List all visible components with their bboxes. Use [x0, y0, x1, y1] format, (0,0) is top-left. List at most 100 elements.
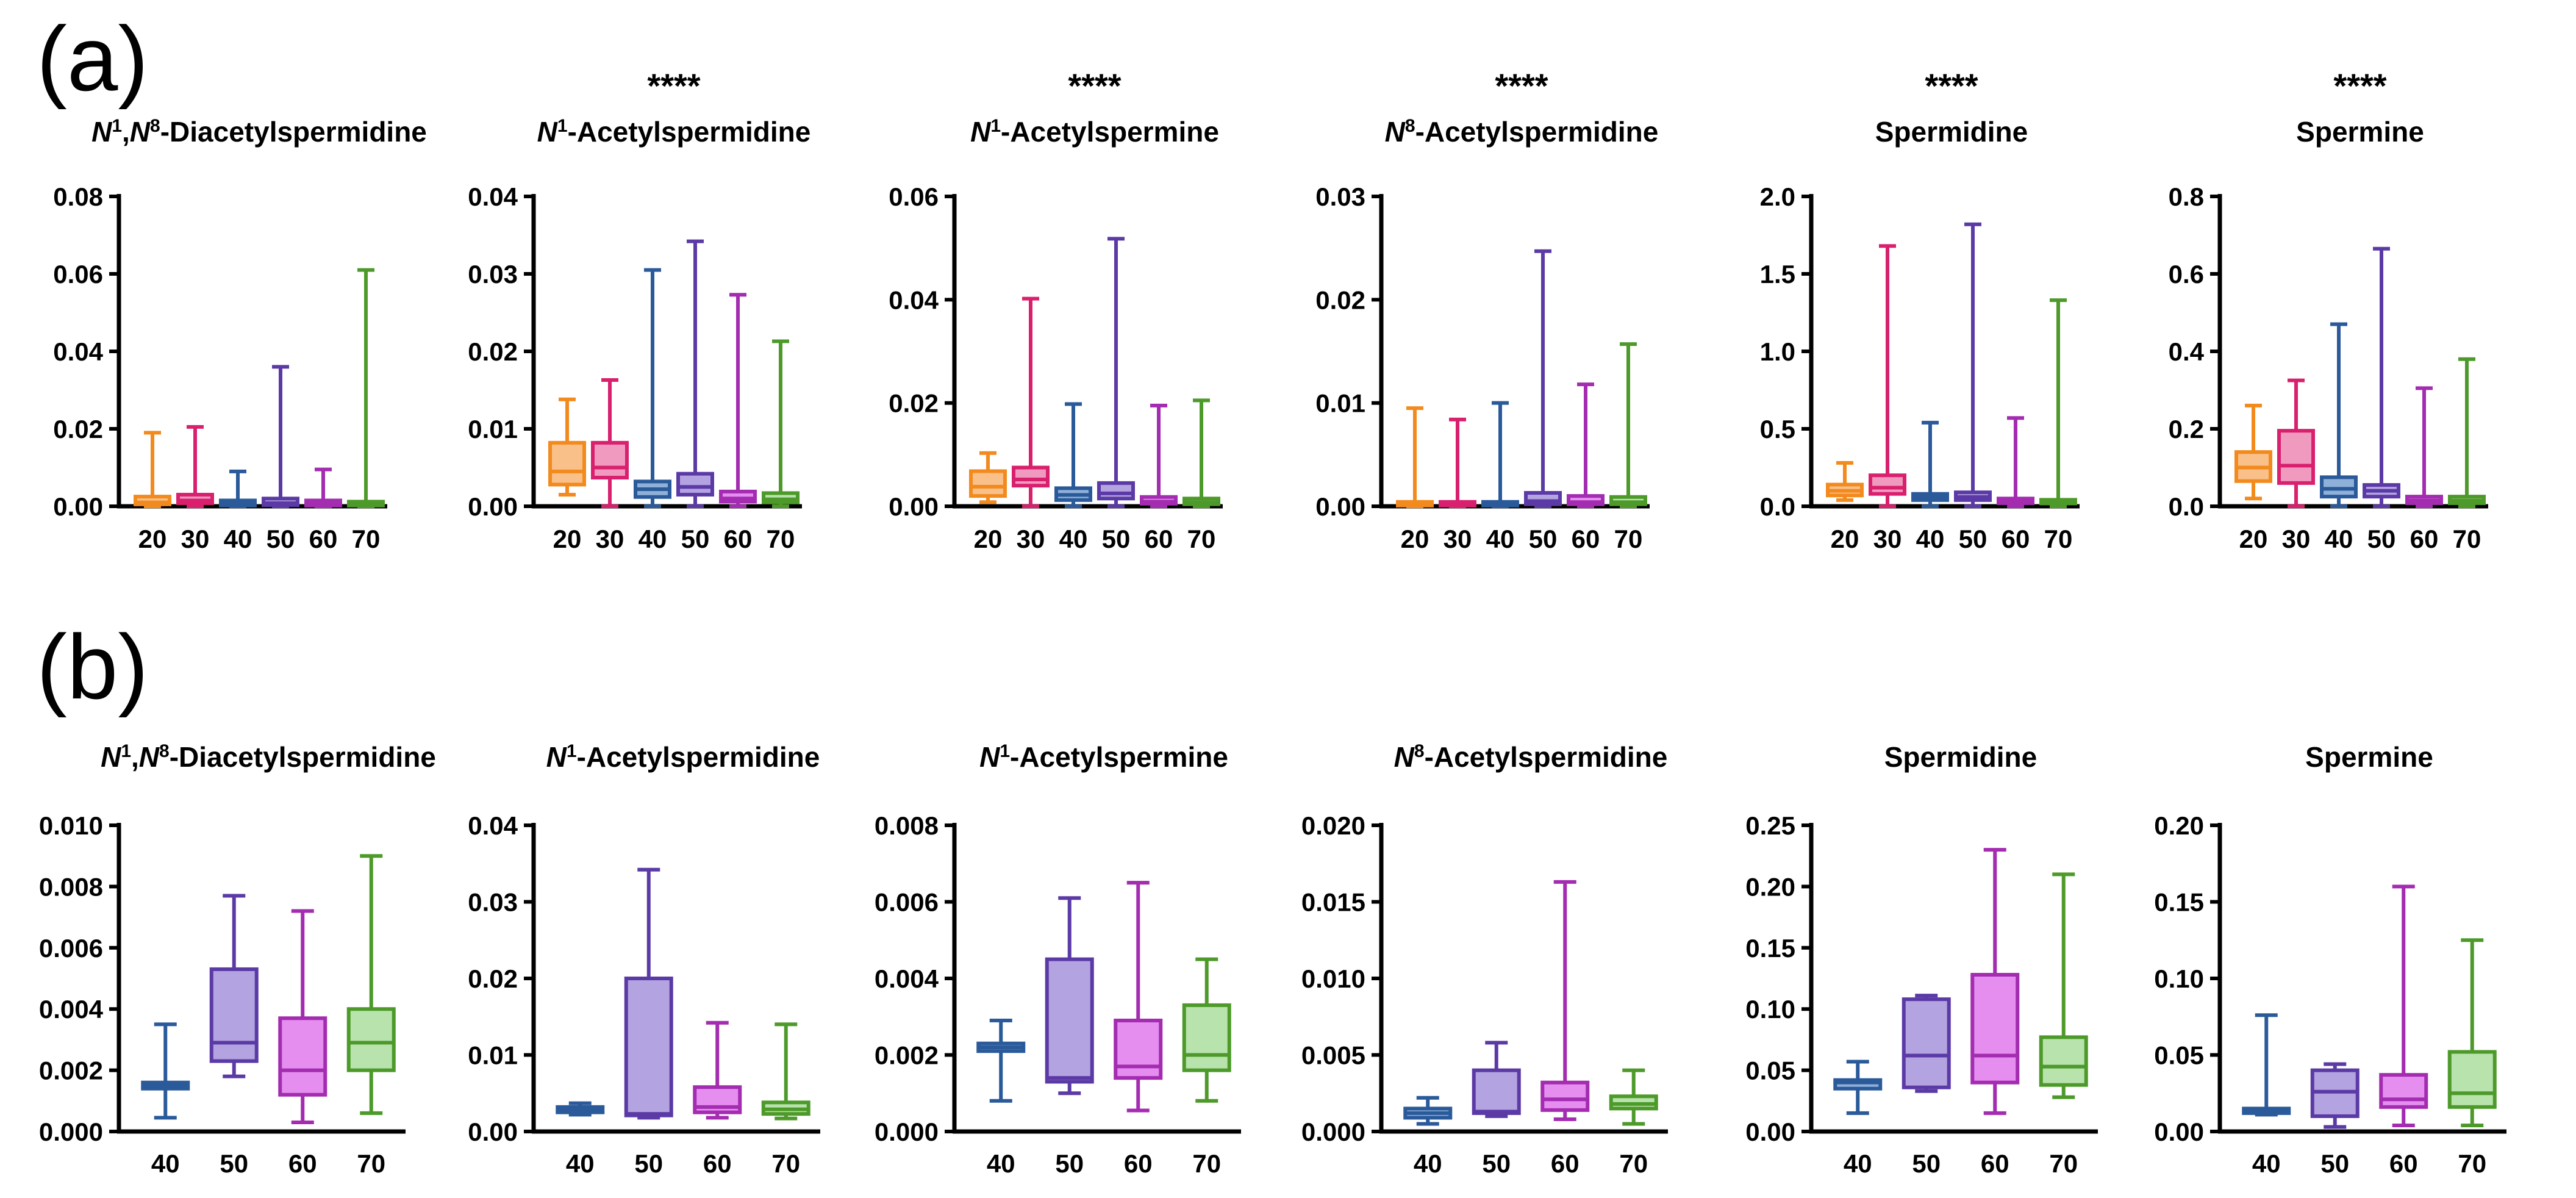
y-tick-label: 0.04	[468, 811, 518, 840]
y-tick-label: 0.000	[875, 1117, 939, 1146]
chart-b-2: N1-Acetylspermidine 0.00 0.01 0.02 0.03 0.04 4…	[468, 741, 820, 1178]
box-50	[1097, 237, 1135, 508]
iqr-box	[1097, 481, 1135, 501]
y-tick-label: 0.4	[2169, 337, 2205, 366]
box-50	[624, 867, 673, 1120]
y-tick-label: 0.000	[1301, 1117, 1365, 1146]
x-tick-label: 30	[596, 525, 624, 553]
chart-title: Spermine	[2296, 116, 2424, 148]
x-tick-label: 50	[1482, 1149, 1511, 1178]
box-40	[976, 1019, 1026, 1103]
chart-title: Spermidine	[1875, 116, 2028, 148]
y-tick-label: 0.01	[468, 1041, 518, 1070]
box-20	[134, 431, 171, 508]
box-60	[2405, 386, 2443, 508]
significance-marker: ****	[1068, 66, 1121, 105]
chart-title: N1-Acetylspermine	[970, 116, 1219, 148]
box-30	[176, 425, 214, 508]
y-tick-label: 0.010	[1301, 964, 1365, 993]
x-tick-label: 20	[138, 525, 167, 553]
y-tick-label: 0.000	[39, 1117, 103, 1146]
x-tick-label: 60	[1981, 1149, 2009, 1178]
box-70	[2039, 872, 2088, 1099]
box-60	[1567, 382, 1605, 508]
x-tick-label: 40	[1414, 1149, 1442, 1178]
box-60	[1140, 403, 1178, 508]
x-tick-label: 60	[2410, 525, 2439, 553]
box-40	[1481, 401, 1519, 508]
y-tick-label: 0.02	[1315, 285, 1365, 314]
iqr-box	[591, 440, 629, 480]
y-tick-label: 0.15	[2154, 888, 2204, 917]
x-tick-label: 40	[1059, 525, 1088, 553]
box-30	[591, 378, 629, 508]
y-tick-label: 0.10	[1745, 995, 1795, 1024]
panel-label-a: (a)	[37, 7, 148, 110]
y-tick-label: 0.02	[468, 964, 518, 993]
box-60	[1114, 881, 1163, 1113]
chart-title: N1,N8-Diacetylspermidine	[91, 116, 427, 148]
x-tick-label: 70	[1619, 1149, 1648, 1178]
box-20	[969, 451, 1007, 504]
x-tick-label: 40	[639, 525, 667, 553]
iqr-box	[2447, 1050, 2497, 1109]
y-tick-label: 0.04	[468, 182, 518, 211]
iqr-box	[1472, 1068, 1521, 1115]
y-tick-label: 0.015	[1301, 888, 1365, 917]
charts-group: N1,N8-Diacetylspermidine0.000.020.040.06…	[39, 66, 2506, 1178]
box-50	[1954, 222, 1992, 508]
chart-a-3: **** N1-Acetylspermine 0.00 0.02 0.04 0.06 20 3…	[889, 66, 1223, 553]
y-tick-label: 0.02	[468, 337, 518, 366]
chart-title: N8-Acetylspermidine	[1385, 116, 1659, 148]
box-70	[346, 854, 396, 1115]
x-tick-label: 60	[288, 1149, 317, 1178]
chart-b-5: Spermidine 0.00 0.05 0.10 0.15 0.20 0.25 40 50 60…	[1745, 741, 2098, 1178]
y-tick-label: 0.01	[468, 415, 518, 443]
box-70	[2447, 938, 2497, 1127]
iqr-box	[1869, 473, 1906, 496]
iqr-box	[1012, 465, 1050, 488]
x-tick-label: 40	[566, 1149, 595, 1178]
box-70	[2039, 298, 2077, 508]
box-50	[1902, 994, 1951, 1093]
box-40	[1403, 1096, 1453, 1126]
x-tick-label: 70	[357, 1149, 385, 1178]
box-60	[693, 1020, 742, 1120]
box-60	[1540, 880, 1590, 1121]
iqr-box	[209, 967, 259, 1063]
y-tick-label: 0.03	[1315, 182, 1365, 211]
y-tick-label: 0.00	[468, 1117, 518, 1146]
iqr-box	[548, 440, 586, 487]
box-70	[1609, 342, 1647, 508]
chart-title: N1-Acetylspermidine	[537, 116, 811, 148]
box-60	[2379, 884, 2428, 1127]
iqr-box	[1902, 997, 1951, 1089]
y-tick-label: 0.004	[875, 964, 939, 993]
y-tick-label: 0.02	[889, 389, 939, 418]
chart-b-6: Spermine 0.00 0.05 0.10 0.15 0.20 40 50 60 70	[2154, 741, 2506, 1178]
y-tick-label: 0.008	[39, 872, 103, 901]
iqr-box	[278, 1016, 327, 1097]
box-60	[278, 909, 327, 1124]
x-tick-label: 70	[767, 525, 795, 553]
box-50	[1472, 1041, 1521, 1118]
y-tick-label: 0.6	[2169, 260, 2204, 289]
y-tick-label: 0.00	[889, 492, 939, 521]
x-tick-label: 40	[987, 1149, 1015, 1178]
x-tick-label: 30	[1017, 525, 1045, 553]
box-70	[2448, 357, 2486, 508]
y-tick-label: 0.004	[39, 995, 104, 1024]
x-tick-label: 40	[1844, 1149, 1872, 1178]
y-tick-label: 0.04	[53, 337, 103, 366]
y-tick-label: 0.2	[2169, 415, 2204, 443]
x-tick-label: 60	[2389, 1149, 2418, 1178]
chart-title: N1,N8-Diacetylspermidine	[101, 741, 436, 773]
y-tick-label: 0.005	[1301, 1041, 1365, 1070]
box-30	[1439, 417, 1476, 508]
y-tick-label: 0.20	[2154, 811, 2204, 840]
significance-marker: ****	[647, 66, 700, 105]
y-tick-label: 0.15	[1745, 934, 1795, 963]
x-tick-label: 30	[2282, 525, 2311, 553]
x-tick-label: 60	[1572, 525, 1600, 553]
y-tick-label: 0.03	[468, 888, 518, 917]
